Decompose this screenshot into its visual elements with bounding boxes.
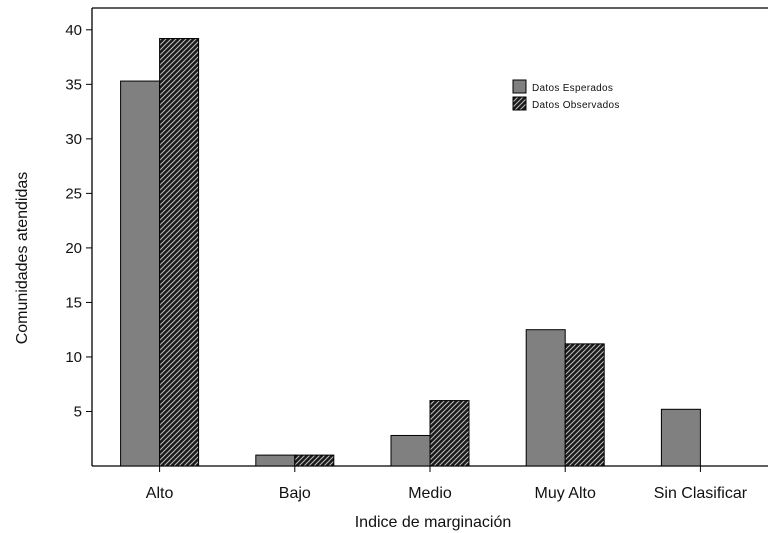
x-tick-label: Muy Alto	[535, 485, 596, 502]
legend-swatch-esperados	[512, 79, 527, 94]
legend-label-esperados: Datos Esperados	[532, 83, 613, 94]
y-tick-label: 10	[65, 349, 82, 366]
y-tick-label: 30	[65, 131, 82, 148]
bar-observados-3	[564, 343, 605, 467]
x-tick-label: Medio	[408, 485, 452, 502]
bar-esperados-1	[255, 454, 296, 467]
y-tick-label: 20	[65, 240, 82, 257]
legend: Datos Esperados Datos Observados	[512, 79, 620, 111]
bar-observados-0	[159, 38, 200, 467]
legend-swatch-observados	[512, 96, 527, 111]
x-tick-label: Alto	[146, 485, 174, 502]
bars	[120, 38, 701, 467]
x-axis-title: Indice de marginación	[355, 514, 512, 531]
bar-observados-2	[429, 400, 470, 467]
bar-observados-1	[294, 454, 335, 467]
y-axis: 5 10 15 20 25 30 35 40	[65, 22, 92, 420]
x-axis: Alto Bajo Medio Muy Alto Sin Clasificar	[146, 466, 748, 502]
legend-label-observados: Datos Observados	[532, 100, 620, 111]
x-tick-label: Sin Clasificar	[654, 485, 748, 502]
bar-esperados-0	[120, 80, 161, 467]
y-tick-label: 5	[74, 403, 82, 420]
y-tick-label: 15	[65, 294, 82, 311]
y-tick-label: 25	[65, 185, 82, 202]
bar-esperados-3	[525, 329, 566, 467]
x-tick-label: Bajo	[279, 485, 311, 502]
y-tick-label: 40	[65, 22, 82, 39]
bar-esperados-2	[390, 434, 431, 467]
y-axis-title: Comunidades atendidas	[14, 172, 31, 345]
y-tick-label: 35	[65, 76, 82, 93]
bar-esperados-4	[660, 408, 701, 467]
